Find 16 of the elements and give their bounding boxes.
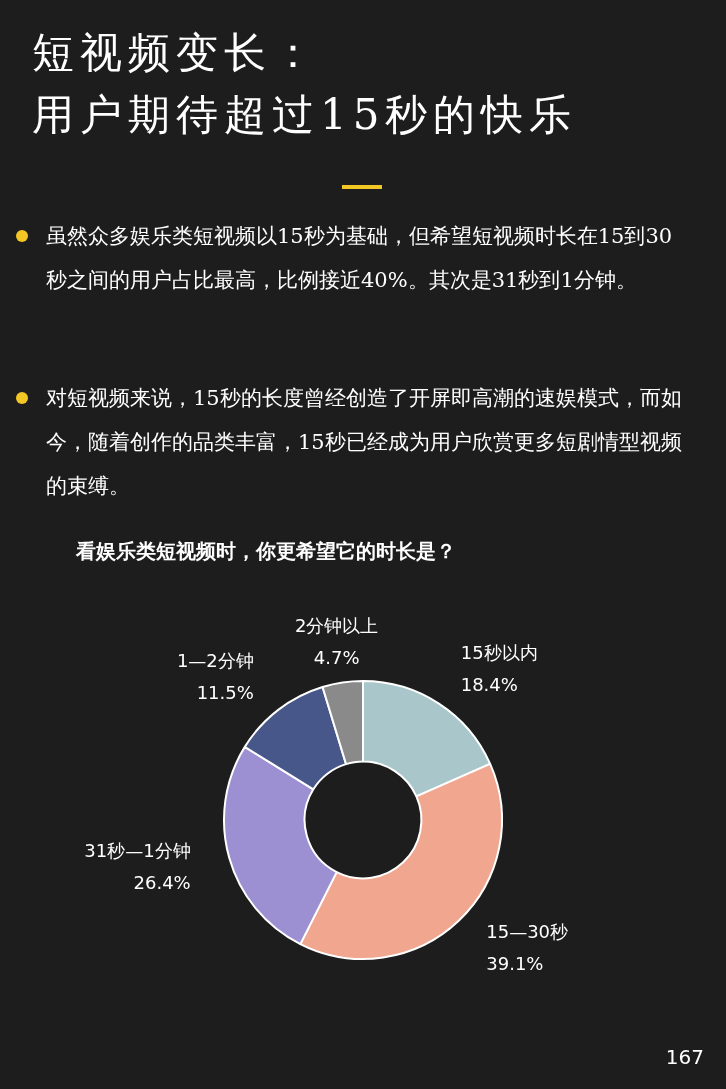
slice-label: 2分钟以上 <box>294 614 379 636</box>
data-label: 39.1% <box>486 953 544 975</box>
chart-subtitle: 用户期待超过15秒的快乐 <box>32 89 578 141</box>
chart-title: 短视频变长： <box>32 27 321 79</box>
slice-label: 1—2分钟 <box>176 649 254 671</box>
text: 虽然众多娱乐类短视频以15秒为基础，但希望短视频时长在15到30秒之间的用户占比最高，比例接近40%。其次是31秒到1分钟。 <box>46 224 673 292</box>
data-label: 11.5% <box>196 681 254 703</box>
slice-label: 31秒—1分钟 <box>84 840 191 862</box>
data-label: 26.4% <box>133 872 191 894</box>
data-label: 18.4% <box>460 673 518 695</box>
text: 看娱乐类短视频时，你更希望它的时长是？ <box>76 538 456 565</box>
text: 167 <box>665 1045 704 1069</box>
data-label: 4.7% <box>313 646 360 668</box>
text: 对短视频来说，15秒的长度曾经创造了开屏即高潮的速娱模式，而如今，随着创作的品类丰富，15秒已经成为用户欣赏更多短剧情型视频的束缚。 <box>46 386 682 498</box>
slice-label: 15—30秒 <box>486 921 569 943</box>
slice-label: 15秒以内 <box>460 641 538 663</box>
